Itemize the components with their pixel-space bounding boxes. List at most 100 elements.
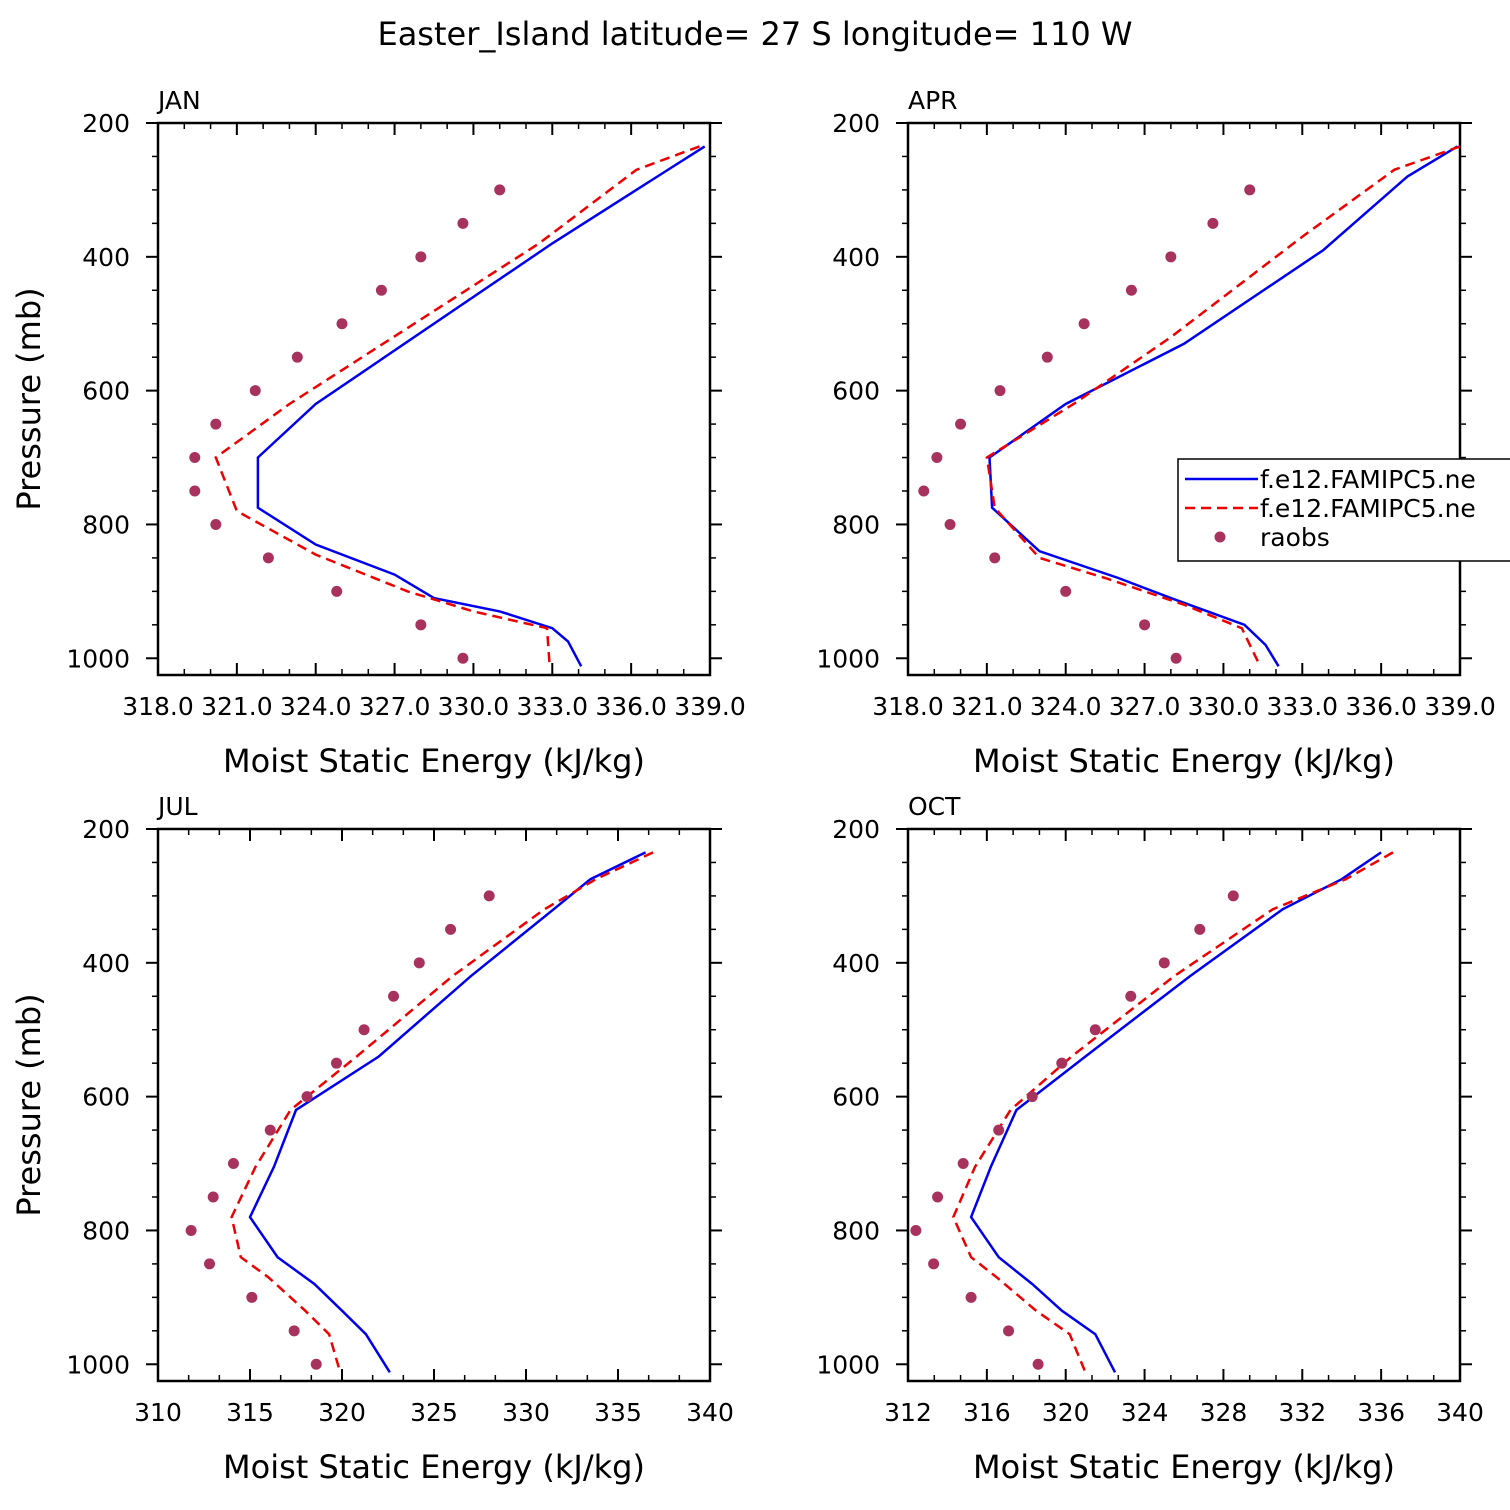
x-tick-label: 321.0 xyxy=(201,692,273,721)
figure-title: Easter_Island latitude= 27 S longitude= … xyxy=(377,15,1132,53)
raobs-point xyxy=(910,1224,922,1236)
y-tick-label: 1000 xyxy=(66,1350,130,1379)
y-tick-label: 200 xyxy=(832,109,880,138)
x-tick-label: 310 xyxy=(134,1398,182,1427)
raobs-point xyxy=(264,1124,276,1136)
x-tick-label: 318.0 xyxy=(122,692,194,721)
raobs-point xyxy=(483,890,495,902)
raobs-point xyxy=(955,418,967,430)
raobs-point xyxy=(1041,351,1053,363)
raobs-point xyxy=(331,585,343,597)
panel-oct: OCT 312 316 320 324 328 332 336 340 200 400 600 800 1… xyxy=(816,792,1483,1486)
raobs-point xyxy=(1227,890,1239,902)
raobs-point xyxy=(1026,1091,1038,1103)
x-tick-label: 325 xyxy=(410,1398,458,1427)
raobs-point xyxy=(932,1191,944,1203)
raobs-point xyxy=(375,284,387,296)
y-tick-label: 600 xyxy=(82,377,130,406)
y-tick-label: 600 xyxy=(832,377,880,406)
raobs-series xyxy=(910,890,1239,1370)
x-tick-label: 328 xyxy=(1200,1398,1248,1427)
raobs-series xyxy=(189,184,506,664)
x-tick-label: 339.0 xyxy=(674,692,746,721)
model-solid-line xyxy=(988,145,1459,667)
raobs-point xyxy=(388,990,400,1002)
y-axis-label: Pressure (mb) xyxy=(10,993,48,1216)
raobs-point xyxy=(189,452,201,464)
model-solid-line xyxy=(248,851,647,1373)
x-tick-label: 333.0 xyxy=(1266,692,1338,721)
x-tick-label: 324.0 xyxy=(1030,692,1102,721)
y-tick-label: 200 xyxy=(82,109,130,138)
x-tick-label: 321.0 xyxy=(951,692,1023,721)
model-solid-line xyxy=(969,851,1382,1373)
x-tick-label: 316 xyxy=(963,1398,1011,1427)
x-tick-label: 330.0 xyxy=(1188,692,1260,721)
raobs-point xyxy=(944,518,956,530)
x-tick-label: 312 xyxy=(884,1398,932,1427)
raobs-point xyxy=(931,452,943,464)
y-tick-label: 600 xyxy=(82,1083,130,1112)
x-tick-label: 324 xyxy=(1121,1398,1169,1427)
y-tick-label: 800 xyxy=(82,1216,130,1245)
raobs-point xyxy=(994,385,1006,397)
panel-jul: JUL 310 315 320 325 330 335 340 200 400 600 800 1000… xyxy=(10,792,734,1486)
legend-raobs-marker xyxy=(1214,531,1226,543)
model-dashed-line xyxy=(230,851,654,1373)
panel-title: OCT xyxy=(908,792,961,821)
model-solid-line xyxy=(256,145,706,667)
x-tick-label: 315 xyxy=(226,1398,274,1427)
raobs-point xyxy=(358,1024,370,1036)
y-axis-label: Pressure (mb) xyxy=(10,287,48,510)
x-tick-label: 336.0 xyxy=(1345,692,1417,721)
raobs-point xyxy=(207,1191,219,1203)
y-tick-label: 800 xyxy=(832,510,880,539)
panel-title: JUL xyxy=(156,792,198,821)
x-tick-label: 339.0 xyxy=(1424,692,1496,721)
raobs-point xyxy=(246,1291,258,1303)
panel-apr: APR 318.0 321.0 324.0 327.0 330.0 333.0 336.0 33… xyxy=(816,86,1495,780)
plot-frame xyxy=(156,827,712,1383)
raobs-point xyxy=(1194,923,1206,935)
x-axis-label: Moist Static Energy (kJ/kg) xyxy=(973,742,1395,780)
legend-label: f.e12.FAMIPC5.ne xyxy=(1260,465,1476,494)
raobs-point xyxy=(957,1158,969,1170)
x-tick-label: 336 xyxy=(1357,1398,1405,1427)
panel-title: APR xyxy=(908,86,958,115)
raobs-series xyxy=(918,184,1256,664)
raobs-point xyxy=(928,1258,940,1270)
raobs-point xyxy=(1003,1325,1015,1337)
raobs-point xyxy=(1056,1057,1068,1069)
raobs-point xyxy=(965,1291,977,1303)
y-tick-label: 400 xyxy=(82,949,130,978)
y-tick-label: 800 xyxy=(82,510,130,539)
raobs-point xyxy=(227,1158,239,1170)
raobs-point xyxy=(457,652,469,664)
raobs-point xyxy=(1089,1024,1101,1036)
raobs-point xyxy=(189,485,201,497)
x-tick-label: 318.0 xyxy=(872,692,944,721)
x-axis-label: Moist Static Energy (kJ/kg) xyxy=(223,742,645,780)
x-tick-label: 340 xyxy=(1436,1398,1484,1427)
x-axis-label: Moist Static Energy (kJ/kg) xyxy=(223,1448,645,1486)
raobs-point xyxy=(989,552,1001,564)
panel-jan: JAN 318.0 321.0 324.0 327.0 330.0 333.0 336.0 33… xyxy=(10,86,746,780)
raobs-point xyxy=(210,418,222,430)
raobs-point xyxy=(1139,619,1151,631)
raobs-point xyxy=(1207,217,1219,229)
x-tick-label: 336.0 xyxy=(595,692,667,721)
plot-frame xyxy=(906,827,1462,1383)
legend-box xyxy=(1177,458,1510,562)
y-tick-label: 200 xyxy=(832,815,880,844)
x-tick-label: 324.0 xyxy=(280,692,352,721)
raobs-point xyxy=(1125,990,1137,1002)
legend-label: f.e12.FAMIPC5.ne xyxy=(1260,494,1476,523)
raobs-point xyxy=(1078,318,1090,330)
raobs-point xyxy=(336,318,348,330)
model-dashed-line xyxy=(985,145,1461,667)
y-tick-label: 200 xyxy=(82,815,130,844)
x-tick-label: 340 xyxy=(686,1398,734,1427)
y-tick-label: 1000 xyxy=(816,1350,880,1379)
